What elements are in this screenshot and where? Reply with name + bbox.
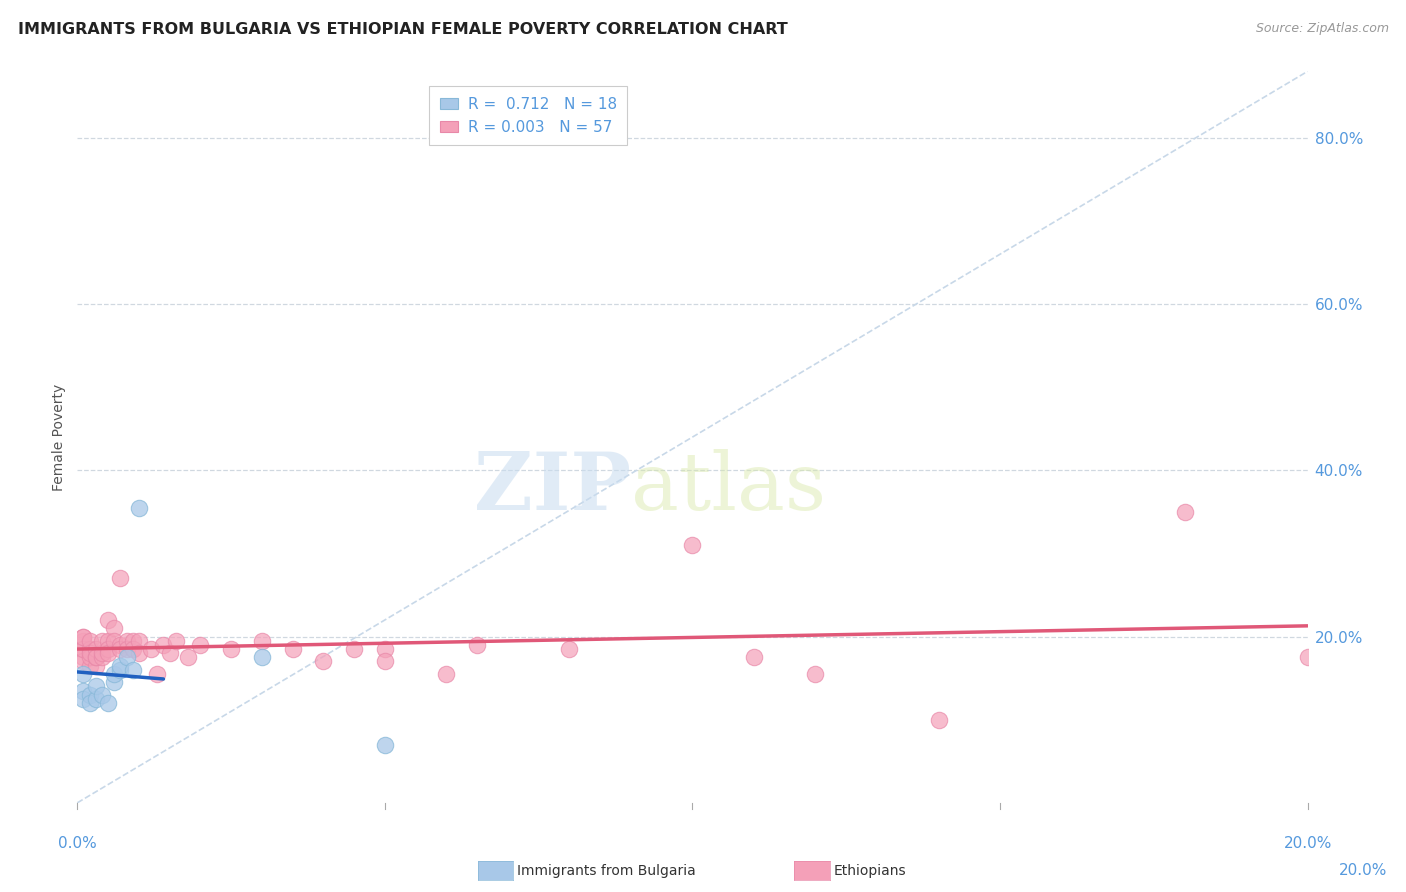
Point bbox=[103, 675, 125, 690]
Point bbox=[128, 500, 150, 515]
Point bbox=[110, 571, 132, 585]
Text: ZIP: ZIP bbox=[474, 450, 631, 527]
Point bbox=[103, 667, 125, 681]
Point bbox=[90, 633, 114, 648]
Point bbox=[79, 696, 101, 710]
Point bbox=[84, 658, 107, 673]
Text: Source: ZipAtlas.com: Source: ZipAtlas.com bbox=[1256, 22, 1389, 36]
Point bbox=[90, 646, 114, 660]
Point bbox=[79, 658, 101, 673]
Point bbox=[84, 692, 107, 706]
Legend: R =  0.712   N = 18, R = 0.003   N = 57: R = 0.712 N = 18, R = 0.003 N = 57 bbox=[429, 87, 627, 145]
Point bbox=[804, 667, 827, 681]
Point bbox=[465, 638, 488, 652]
Text: 20.0%: 20.0% bbox=[1284, 836, 1331, 851]
Point bbox=[742, 650, 765, 665]
Point bbox=[84, 650, 107, 665]
Point bbox=[177, 650, 200, 665]
Point bbox=[97, 633, 120, 648]
Point bbox=[188, 638, 212, 652]
Text: IMMIGRANTS FROM BULGARIA VS ETHIOPIAN FEMALE POVERTY CORRELATION CHART: IMMIGRANTS FROM BULGARIA VS ETHIOPIAN FE… bbox=[18, 22, 787, 37]
Point bbox=[97, 642, 120, 657]
Point bbox=[146, 667, 169, 681]
Point bbox=[128, 646, 150, 660]
Point bbox=[110, 642, 132, 657]
Point bbox=[72, 630, 94, 644]
Text: atlas: atlas bbox=[631, 450, 827, 527]
Point bbox=[928, 713, 950, 727]
Point bbox=[128, 633, 150, 648]
Point bbox=[72, 630, 94, 644]
Point bbox=[97, 613, 120, 627]
Point bbox=[97, 646, 120, 660]
Point bbox=[110, 638, 132, 652]
Point bbox=[121, 642, 143, 657]
Point bbox=[79, 650, 101, 665]
Point bbox=[72, 655, 94, 669]
Point bbox=[72, 642, 94, 657]
Point bbox=[79, 633, 101, 648]
Point bbox=[281, 642, 304, 657]
Point bbox=[72, 650, 94, 665]
Point bbox=[250, 633, 273, 648]
Point bbox=[72, 667, 94, 681]
Point bbox=[115, 642, 138, 657]
Point bbox=[110, 658, 132, 673]
Point bbox=[558, 642, 581, 657]
Text: 0.0%: 0.0% bbox=[58, 836, 97, 851]
Point bbox=[121, 633, 143, 648]
Point bbox=[141, 642, 163, 657]
Point bbox=[84, 680, 107, 694]
Point bbox=[79, 646, 101, 660]
Point bbox=[1296, 650, 1319, 665]
Point bbox=[312, 655, 335, 669]
Point bbox=[90, 650, 114, 665]
Point bbox=[374, 655, 396, 669]
Text: Immigrants from Bulgaria: Immigrants from Bulgaria bbox=[517, 863, 696, 878]
Point bbox=[79, 642, 101, 657]
Point bbox=[374, 738, 396, 752]
Point bbox=[219, 642, 242, 657]
Point bbox=[72, 692, 94, 706]
Text: Ethiopians: Ethiopians bbox=[834, 863, 907, 878]
Point bbox=[72, 633, 94, 648]
Point bbox=[682, 538, 704, 552]
Point bbox=[110, 663, 132, 677]
Point bbox=[374, 642, 396, 657]
Point bbox=[79, 688, 101, 702]
Point bbox=[250, 650, 273, 665]
Point bbox=[115, 633, 138, 648]
Point bbox=[121, 663, 143, 677]
Point bbox=[84, 650, 107, 665]
Point bbox=[97, 696, 120, 710]
Point bbox=[152, 638, 174, 652]
Point bbox=[90, 688, 114, 702]
Point bbox=[103, 621, 125, 635]
Point bbox=[436, 667, 458, 681]
Point bbox=[165, 633, 187, 648]
Point bbox=[72, 683, 94, 698]
Point bbox=[343, 642, 366, 657]
Y-axis label: Female Poverty: Female Poverty bbox=[52, 384, 66, 491]
Point bbox=[103, 633, 125, 648]
Point bbox=[72, 642, 94, 657]
Point bbox=[115, 650, 138, 665]
Text: 20.0%: 20.0% bbox=[1340, 863, 1388, 878]
Point bbox=[84, 642, 107, 657]
Point bbox=[1174, 505, 1197, 519]
Point bbox=[159, 646, 181, 660]
